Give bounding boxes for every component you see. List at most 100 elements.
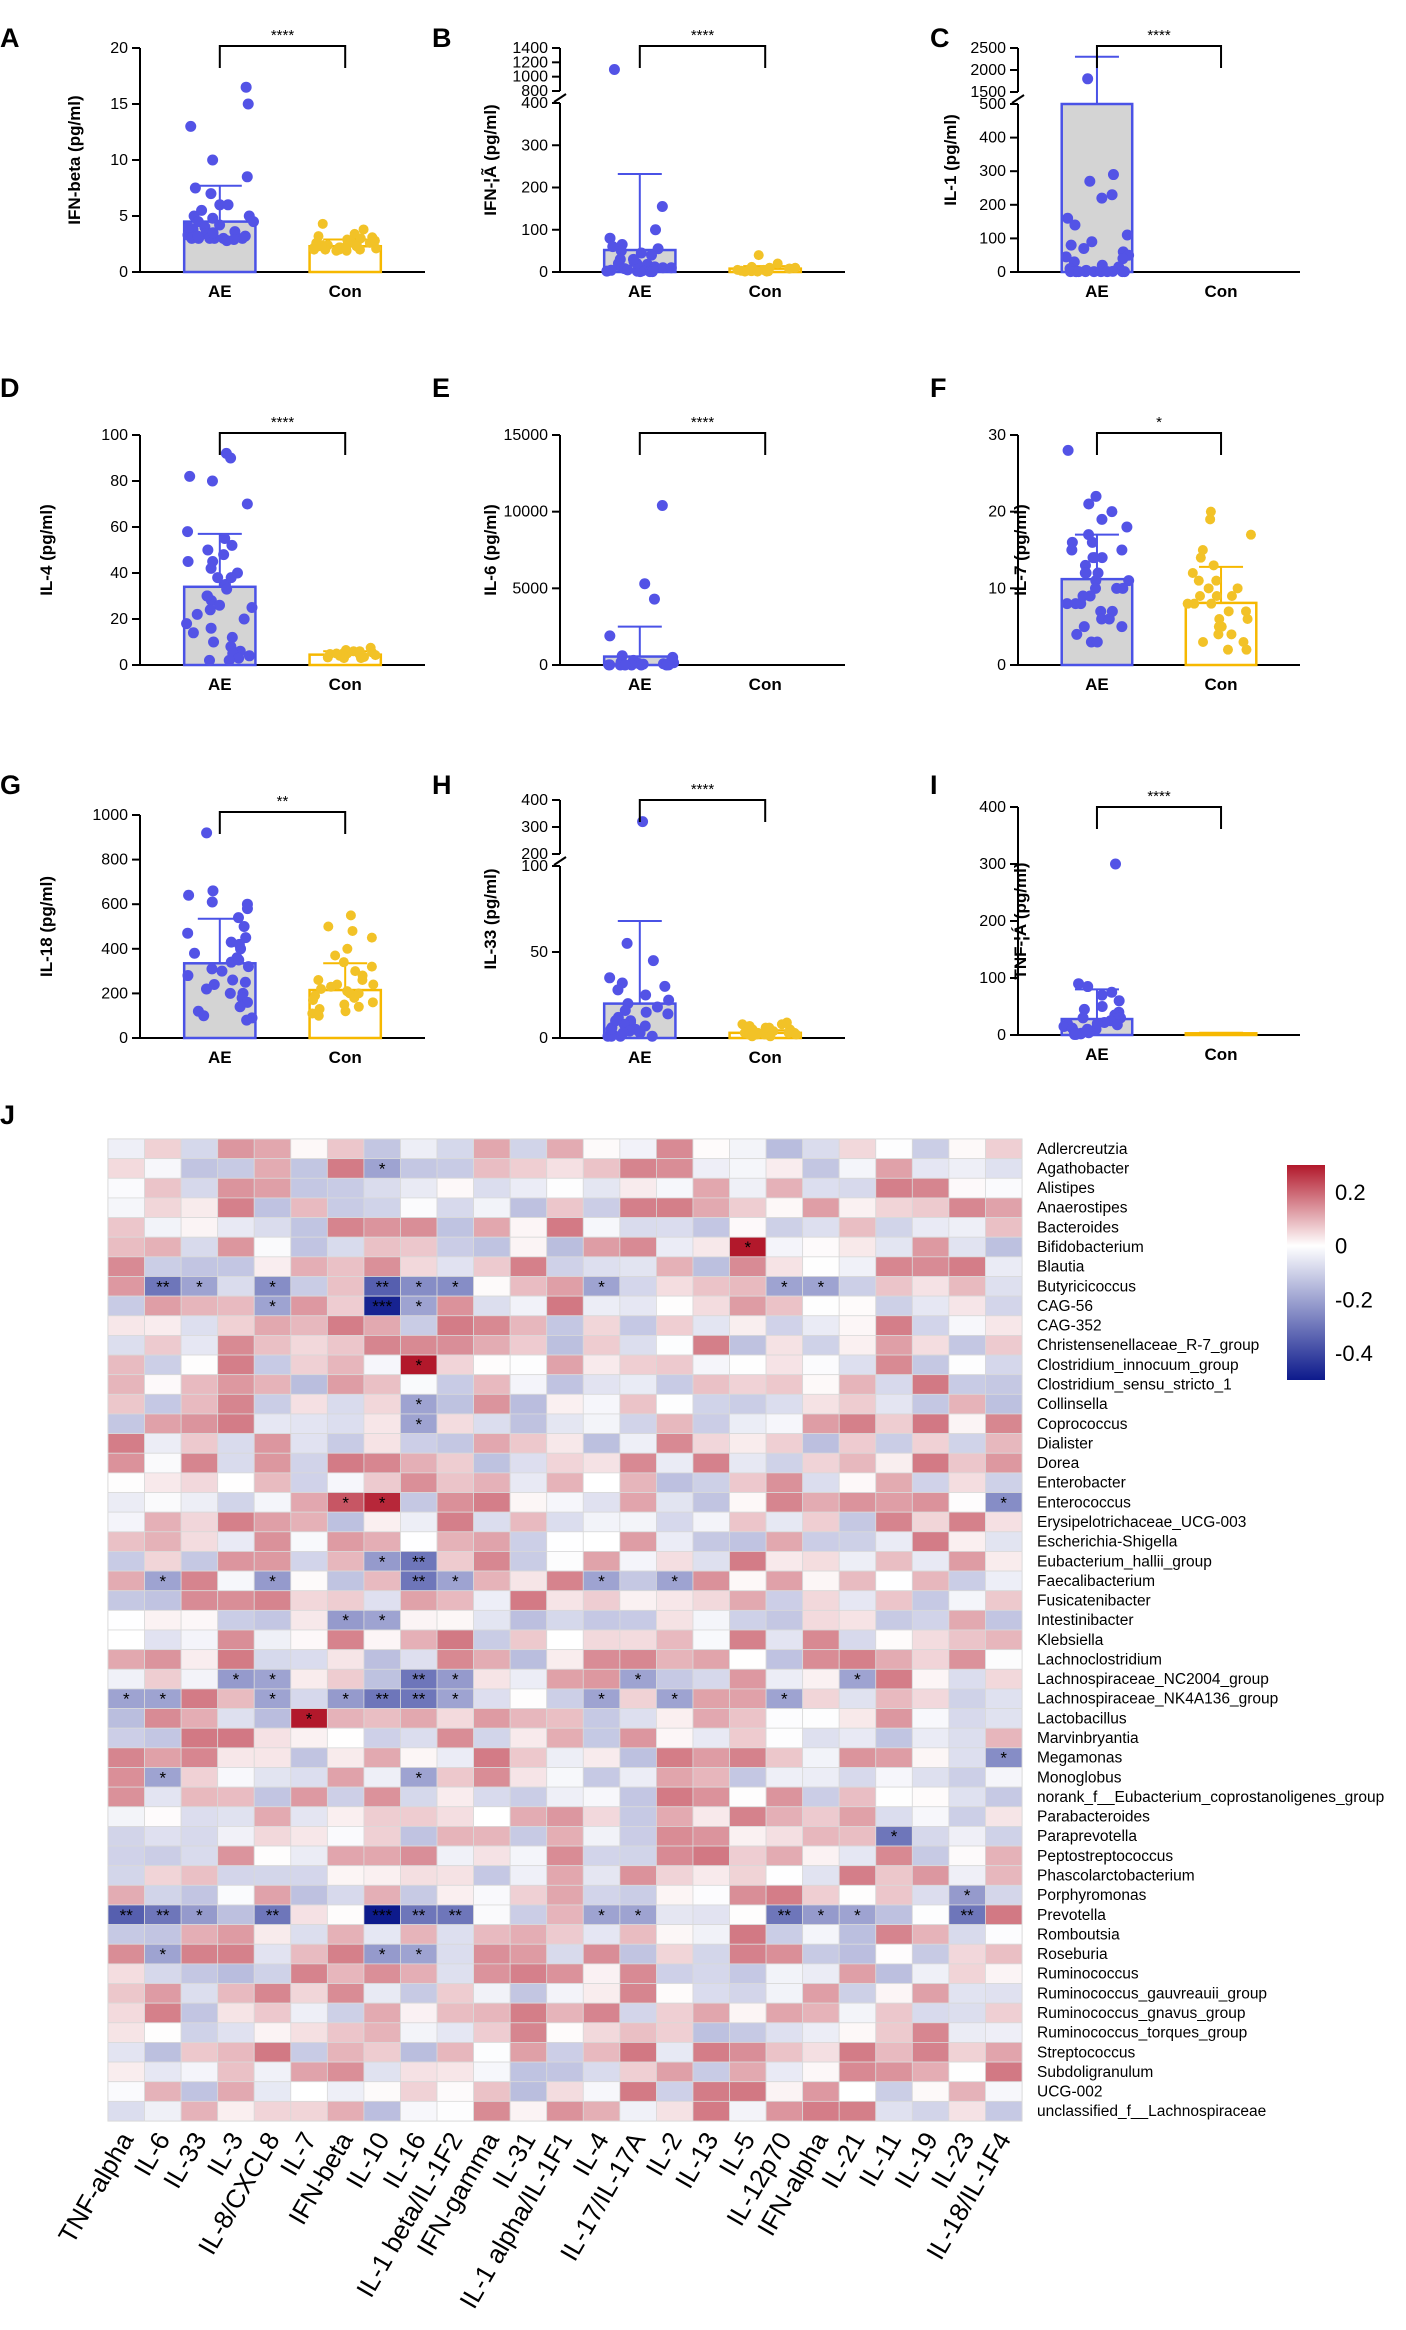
heatmap-cell	[838, 2081, 877, 2102]
significance-star: ***	[372, 1906, 392, 1925]
heatmap-cell	[473, 2042, 511, 2063]
data-point-ae	[601, 265, 613, 277]
heatmap-cell	[253, 1256, 292, 1277]
heatmap-cell	[290, 1983, 328, 2004]
heatmap-cell	[107, 1256, 145, 1277]
heatmap-cell	[729, 1963, 767, 1984]
row-label: Monoglobus	[1037, 1769, 1122, 1786]
heatmap-cell	[436, 1256, 475, 1277]
heatmap-cell	[619, 1747, 657, 1768]
heatmap-cell	[729, 1865, 767, 1886]
row-label: UCG-002	[1037, 2084, 1102, 2101]
data-point-ae	[224, 987, 236, 999]
heatmap-cell	[326, 1531, 365, 1552]
heatmap-cell	[656, 2022, 694, 2043]
heatmap-cell	[473, 1708, 511, 1729]
data-point-ae	[223, 654, 235, 666]
heatmap-cell	[802, 1472, 840, 1493]
heatmap-cell	[326, 1158, 365, 1179]
heatmap-cell	[729, 1806, 767, 1827]
heatmap-cell	[436, 1531, 475, 1552]
heatmap-cell	[911, 1197, 950, 1218]
heatmap-cell	[509, 1649, 548, 1670]
heatmap-cell	[911, 2022, 950, 2043]
heatmap-cell	[656, 1826, 694, 1847]
data-point-ae	[1092, 567, 1104, 579]
heatmap-cell	[473, 1806, 511, 1827]
heatmap-cell	[692, 1629, 730, 1651]
heatmap-cell	[473, 1276, 511, 1297]
heatmap-cell	[838, 1158, 877, 1179]
data-point-con	[1205, 514, 1216, 525]
heatmap-cell	[290, 1865, 328, 1886]
heatmap-cell	[656, 1668, 694, 1690]
significance-bracket	[218, 45, 347, 68]
heatmap-cell	[473, 2061, 511, 2083]
data-point-ae	[238, 921, 250, 932]
data-point-ae	[240, 81, 252, 93]
heatmap-cell	[838, 1492, 877, 1513]
heatmap-cell	[107, 1668, 145, 1690]
heatmap-cell	[217, 1688, 255, 1709]
heatmap-cell	[180, 1492, 219, 1513]
heatmap-cell	[144, 1236, 182, 1258]
data-point-con	[313, 231, 324, 242]
heatmap-cell	[582, 2022, 621, 2043]
heatmap-cell	[619, 1845, 657, 1867]
heatmap-cell	[107, 2100, 145, 2122]
heatmap-cell	[875, 1727, 913, 1749]
heatmap-cell	[765, 1354, 804, 1376]
heatmap-cell	[107, 1393, 145, 1415]
heatmap-cell	[838, 1354, 877, 1376]
heatmap-cell	[729, 1511, 767, 1533]
heatmap-cell	[473, 1943, 511, 1965]
row-label: Phascolarctobacterium	[1037, 1868, 1195, 1885]
heatmap-cell	[253, 1924, 292, 1945]
heatmap-cell	[473, 1354, 511, 1376]
heatmap-cell	[765, 1649, 804, 1670]
y-tick-label: 30	[988, 427, 1006, 444]
heatmap-cell	[509, 1708, 548, 1729]
heatmap-cell	[546, 1492, 584, 1513]
significance-star: *	[379, 1945, 386, 1964]
heatmap-cell	[765, 1708, 804, 1729]
heatmap-cell	[875, 1747, 913, 1768]
heatmap-cell	[692, 1295, 730, 1317]
data-point-con	[1222, 644, 1233, 655]
heatmap-cell	[948, 1276, 986, 1297]
heatmap-cell	[838, 1845, 877, 1867]
data-point-ae	[205, 622, 217, 634]
heatmap-cell	[180, 1138, 219, 1160]
data-point-ae	[201, 983, 213, 995]
heatmap-cell	[107, 1943, 145, 1965]
heatmap-cell	[838, 2100, 877, 2122]
heatmap-cell	[692, 1335, 730, 1356]
data-point-ae	[1078, 621, 1090, 633]
data-point-ae	[206, 963, 218, 975]
heatmap-cell	[473, 1158, 511, 1179]
heatmap-cell	[473, 1727, 511, 1749]
data-point-ae	[207, 154, 219, 166]
heatmap-cell	[363, 1177, 401, 1199]
heatmap-cell	[765, 2081, 804, 2102]
heatmap-cell	[911, 1963, 950, 1984]
data-point-ae	[1073, 266, 1085, 278]
heatmap-cell	[985, 1236, 1023, 1258]
data-point-con	[357, 975, 368, 986]
heatmap-cell	[509, 1943, 548, 1965]
heatmap-cell	[107, 1747, 145, 1768]
heatmap-cell	[838, 1727, 877, 1749]
heatmap-cell	[363, 1393, 401, 1415]
heatmap-cell	[253, 1197, 292, 1218]
heatmap-cell	[619, 1354, 657, 1376]
heatmap-cell	[326, 1884, 365, 1906]
x-tick-label: AE	[628, 282, 652, 301]
heatmap-cell	[509, 1590, 548, 1611]
data-point-con	[1208, 560, 1219, 571]
significance-label: ****	[691, 27, 715, 44]
heatmap-cell	[692, 1315, 730, 1336]
heatmap-cell	[765, 1256, 804, 1277]
data-point-con	[358, 224, 369, 235]
heatmap-cell	[436, 1177, 475, 1199]
